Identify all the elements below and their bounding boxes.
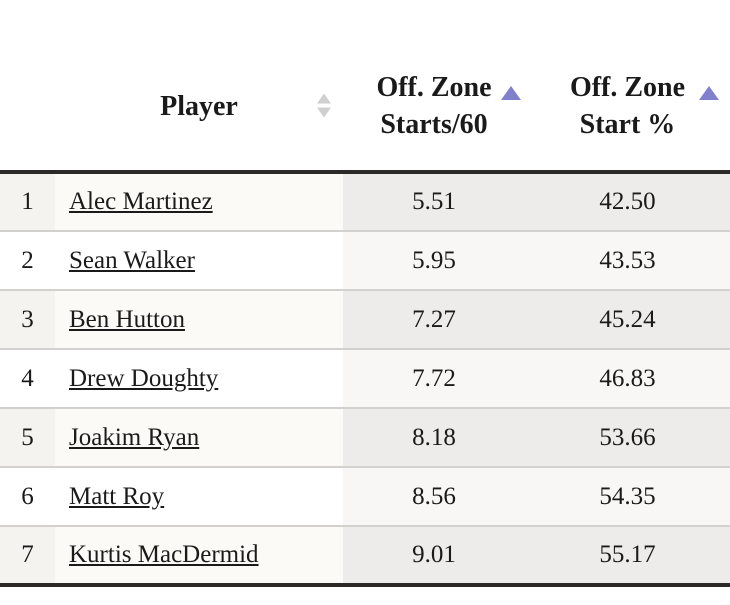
table-row: 1 Alec Martinez 5.51 42.50	[0, 172, 730, 231]
player-link[interactable]: Alec Martinez	[69, 188, 213, 215]
off-zone-start-pct-value: 55.17	[525, 525, 730, 585]
rank-column-header	[0, 42, 55, 174]
player-link[interactable]: Kurtis MacDermid	[69, 541, 259, 568]
row-rank: 2	[0, 230, 55, 290]
table-row: 3 Ben Hutton 7.27 45.24	[0, 289, 730, 349]
row-rank: 5	[0, 407, 55, 467]
player-column-label: Player	[160, 90, 238, 122]
table-row: 2 Sean Walker 5.95 43.53	[0, 230, 730, 290]
off-zone-start-pct-value: 43.53	[525, 230, 730, 290]
off-zone-starts-per60-value: 8.56	[343, 466, 525, 526]
sort-ascending-icon[interactable]	[501, 86, 521, 100]
off-zone-starts-per60-value: 5.95	[343, 230, 525, 290]
sort-unsorted-icon[interactable]	[317, 93, 331, 118]
off-zone-pct-label-line1: Off. Zone	[569, 72, 686, 103]
table-row: 5 Joakim Ryan 8.18 53.66	[0, 407, 730, 467]
off-zone-starts-per60-column-header[interactable]: Off. Zone Starts/60	[343, 42, 525, 174]
player-cell: Joakim Ryan	[55, 407, 343, 467]
table-row: 7 Kurtis MacDermid 9.01 55.17	[0, 525, 730, 585]
row-rank: 3	[0, 289, 55, 349]
row-rank: 7	[0, 525, 55, 585]
player-link[interactable]: Joakim Ryan	[69, 423, 200, 451]
row-rank: 4	[0, 348, 55, 408]
off-zone-starts-per60-value: 9.01	[343, 525, 525, 585]
off-zone-starts-per60-value: 7.72	[343, 348, 525, 408]
off-zone-starts-label-line1: Off. Zone	[376, 72, 492, 103]
player-cell: Drew Doughty	[55, 348, 343, 408]
row-rank: 6	[0, 466, 55, 526]
player-link[interactable]: Ben Hutton	[69, 305, 185, 333]
table-row: 4 Drew Doughty 7.72 46.83	[0, 348, 730, 408]
table-row: 6 Matt Roy 8.56 54.35	[0, 466, 730, 526]
player-cell: Alec Martinez	[55, 172, 343, 231]
off-zone-start-pct-value: 54.35	[525, 466, 730, 526]
off-zone-start-pct-column-header[interactable]: Off. Zone Start %	[525, 42, 730, 174]
player-cell: Ben Hutton	[55, 289, 343, 349]
row-rank: 1	[0, 172, 55, 231]
off-zone-start-pct-value: 46.83	[525, 348, 730, 408]
header-row: Player Off. Zone Starts/60 Off. Zone Sta…	[0, 42, 730, 174]
player-link[interactable]: Drew Doughty	[69, 364, 219, 392]
player-link[interactable]: Sean Walker	[69, 246, 195, 274]
off-zone-starts-per60-value: 8.18	[343, 407, 525, 467]
off-zone-starts-per60-value: 7.27	[343, 289, 525, 349]
off-zone-start-pct-value: 42.50	[525, 172, 730, 231]
player-cell: Sean Walker	[55, 230, 343, 290]
off-zone-starts-label-line2: Starts/60	[380, 109, 488, 140]
player-link[interactable]: Matt Roy	[69, 482, 165, 510]
sort-ascending-icon[interactable]	[699, 86, 719, 100]
off-zone-pct-label-line2: Start %	[579, 109, 676, 140]
off-zone-start-pct-value: 53.66	[525, 407, 730, 467]
off-zone-starts-per60-value: 5.51	[343, 172, 525, 231]
player-column-header[interactable]: Player	[55, 42, 343, 174]
player-stats-table: Player Off. Zone Starts/60 Off. Zone Sta…	[0, 42, 730, 587]
player-cell: Kurtis MacDermid	[55, 525, 343, 585]
off-zone-start-pct-value: 45.24	[525, 289, 730, 349]
player-cell: Matt Roy	[55, 466, 343, 526]
